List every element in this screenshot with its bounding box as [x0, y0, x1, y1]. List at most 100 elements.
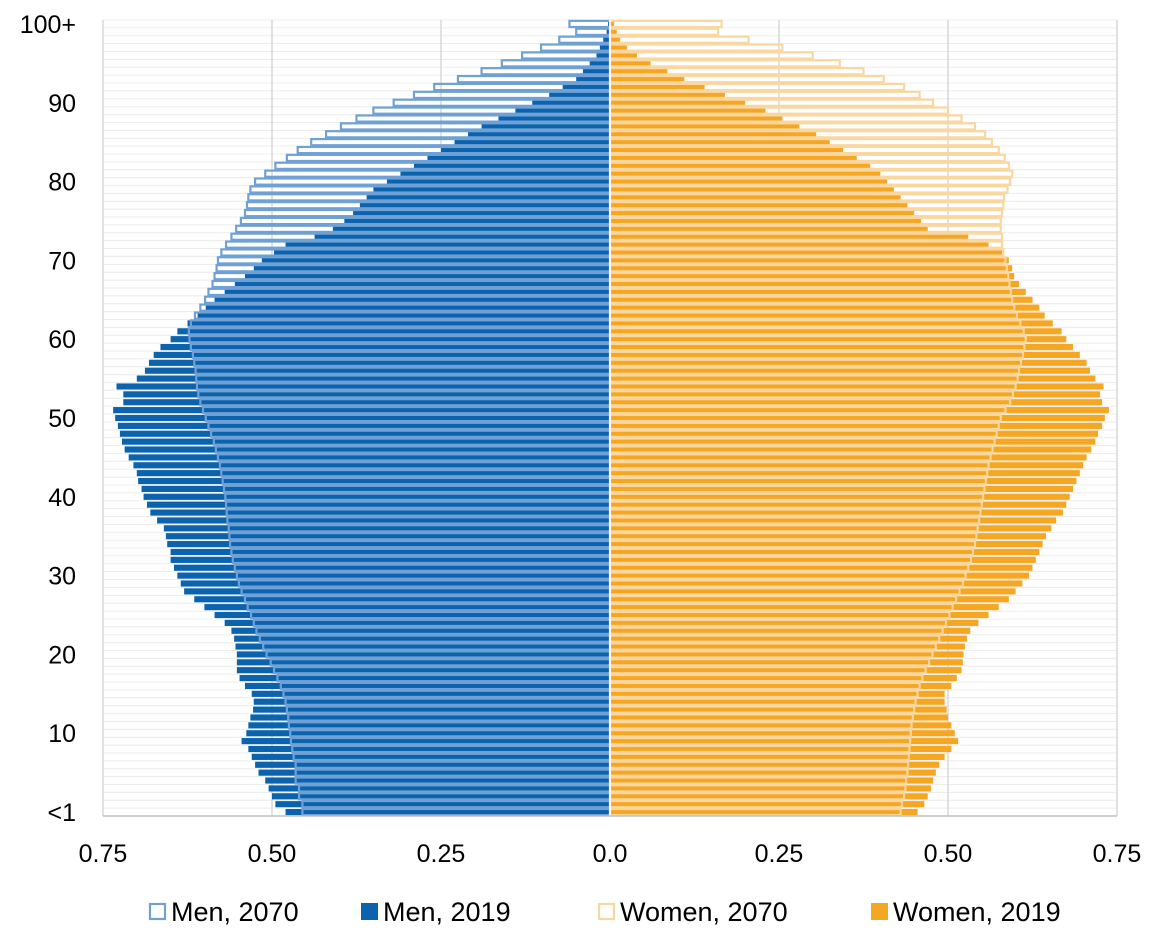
x-tick-label: 0.50 — [248, 840, 297, 868]
bar-left-filled — [205, 304, 610, 311]
bar-left-filled — [468, 131, 610, 138]
bar-right-filled — [610, 793, 928, 800]
bar-left-filled — [236, 659, 610, 666]
bar-left-filled — [250, 714, 611, 721]
bar-left-filled — [224, 619, 610, 626]
bar-right-filled — [610, 123, 800, 130]
bar-left-filled — [549, 91, 610, 98]
bar-left-filled — [144, 367, 611, 374]
bar-left-filled — [136, 375, 611, 382]
bar-right-filled — [610, 304, 1040, 311]
bar-right-filled — [610, 52, 638, 59]
y-tick-label: 90 — [48, 90, 76, 118]
bar-left-filled — [165, 533, 611, 540]
bar-left-filled — [235, 643, 610, 650]
bar-left-filled — [253, 698, 611, 705]
legend-label: Men, 2070 — [171, 897, 299, 927]
bar-right-filled — [610, 690, 945, 697]
bar-right-filled — [610, 241, 989, 248]
bar-left-filled — [285, 241, 610, 248]
bar-right-filled — [610, 265, 1013, 272]
x-tick-label: 0.75 — [79, 840, 128, 868]
bar-right-filled — [610, 202, 908, 209]
bar-right-filled — [610, 769, 936, 776]
bar-left-filled — [123, 391, 610, 398]
bar-left-filled — [194, 596, 610, 603]
bar-left-filled — [248, 745, 610, 753]
bar-right-filled — [610, 336, 1067, 343]
bar-right-filled — [610, 454, 1087, 461]
bar-left-filled — [116, 383, 611, 390]
bar-left-filled — [366, 194, 610, 201]
bar-right-filled — [610, 745, 952, 753]
bar-left-filled — [128, 454, 611, 461]
bar-right-filled — [610, 785, 932, 792]
bar-right-filled — [610, 178, 888, 185]
bar-left-filled — [603, 36, 610, 43]
bar-left-filled — [599, 44, 610, 51]
bar-right-outline — [608, 51, 814, 60]
bar-left-filled — [275, 801, 610, 808]
bar-right-filled — [610, 383, 1104, 390]
bar-right-filled — [610, 367, 1090, 374]
bar-right-filled — [610, 83, 705, 91]
bar-left-filled — [332, 225, 610, 232]
bar-right-filled — [610, 675, 957, 682]
bar-right-filled — [610, 446, 1092, 453]
bar-right-filled — [610, 643, 965, 650]
x-tick-label: 0.75 — [1093, 840, 1142, 868]
bar-left-filled — [386, 178, 610, 185]
x-tick-label: 0.0 — [593, 840, 628, 868]
bar-right-filled — [610, 738, 959, 745]
bar-right-filled — [610, 485, 1074, 493]
legend-swatch — [871, 903, 888, 920]
bar-left-filled — [498, 115, 610, 122]
bar-left-filled — [268, 785, 610, 792]
bar-right-outline — [608, 43, 784, 52]
axes: 0.75 0.50 0.25 0.0 0.25 0.50 0.75<110203040506… — [20, 11, 1142, 868]
bar-left-filled — [532, 99, 610, 106]
bar-right-filled — [610, 60, 651, 67]
bar-left-filled — [255, 761, 610, 768]
x-tick-label: 0.50 — [924, 840, 973, 868]
bar-left-filled — [272, 793, 610, 800]
bar-right-filled — [610, 808, 918, 816]
bar-left-outline — [575, 27, 612, 36]
bar-right-filled — [610, 470, 1080, 477]
bar-left-filled — [143, 493, 610, 500]
bar-right-filled — [610, 801, 925, 808]
bar-left-filled — [204, 604, 610, 611]
bar-left-filled — [124, 446, 610, 453]
bar-right-filled — [610, 225, 928, 232]
bar-right-outline — [608, 27, 720, 36]
bar-right-filled — [610, 777, 934, 784]
bar-left-filled — [441, 146, 610, 154]
bar-left-filled — [244, 273, 610, 280]
bar-left-filled — [214, 611, 611, 619]
bar-left-filled — [180, 580, 611, 587]
y-tick-label: 60 — [48, 326, 76, 354]
legend-label: Women, 2070 — [620, 897, 788, 927]
bar-right-filled — [610, 391, 1101, 398]
bar-right-filled — [610, 501, 1067, 508]
bar-right-filled — [610, 312, 1045, 319]
bar-right-filled — [610, 462, 1084, 469]
bar-left-outline — [568, 19, 612, 29]
bar-right-filled — [610, 28, 617, 35]
y-tick-label: 50 — [48, 405, 76, 433]
y-tick-label: 10 — [48, 720, 76, 748]
y-tick-label: 70 — [48, 247, 76, 275]
bar-left-filled — [133, 462, 611, 469]
legend-swatch — [361, 903, 378, 920]
bar-right-filled — [610, 493, 1070, 500]
bar-right-filled — [610, 146, 844, 154]
bar-left-filled — [170, 336, 610, 343]
bar-left-filled — [173, 564, 611, 571]
bar-right-filled — [610, 414, 1105, 422]
bar-right-filled — [610, 541, 1043, 548]
bar-right-filled — [610, 714, 948, 721]
bar-left-filled — [265, 777, 610, 784]
y-tick-label: 80 — [48, 169, 76, 197]
bar-left-filled — [589, 60, 610, 67]
bar-right-filled — [610, 509, 1063, 516]
